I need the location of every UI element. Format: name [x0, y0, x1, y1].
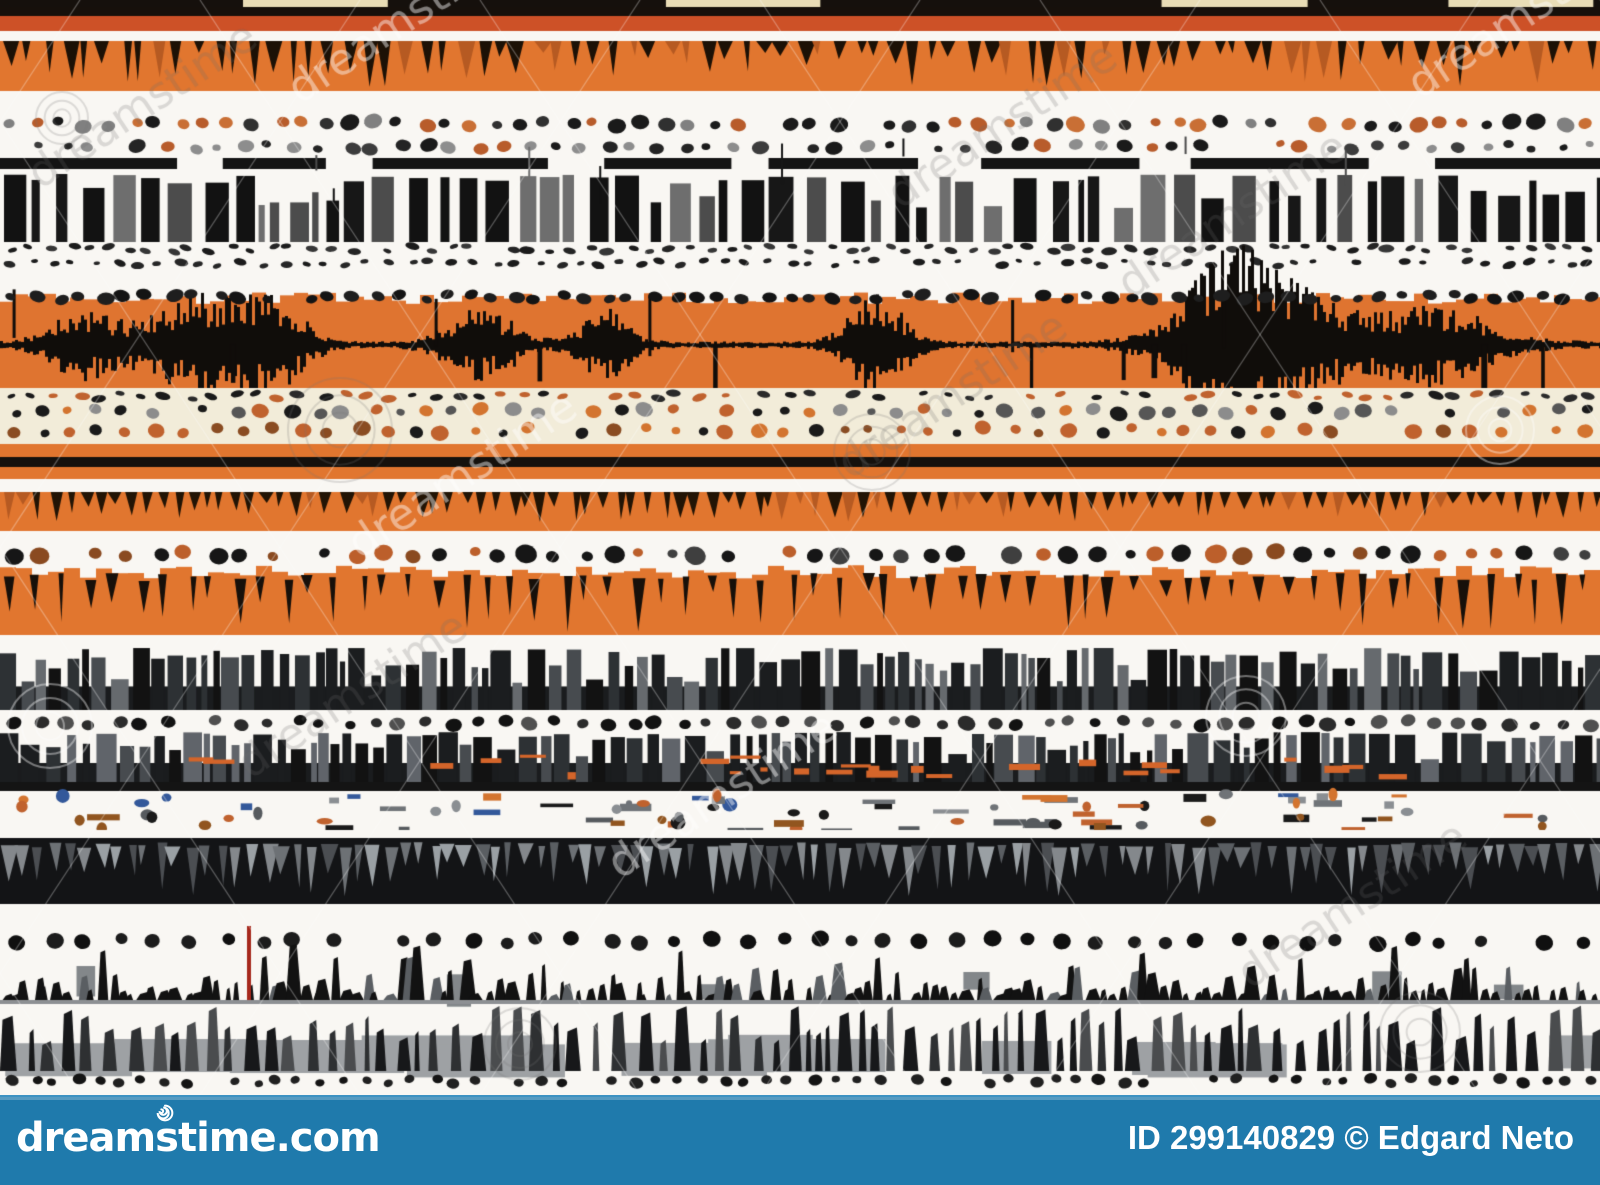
dreamstime-logo-text: dreamstime.com: [16, 1115, 381, 1161]
footer-bar: dreamstime.com ID 299140829 © Edgard Net…: [0, 1095, 1600, 1185]
dreamstime-logo: dreamstime.com: [16, 1104, 381, 1161]
image-credit: ID 299140829 © Edgard Neto: [1127, 1119, 1574, 1156]
dreamstime-spiral-icon: [156, 1104, 174, 1122]
abstract-pattern-image: [0, 0, 1600, 1095]
